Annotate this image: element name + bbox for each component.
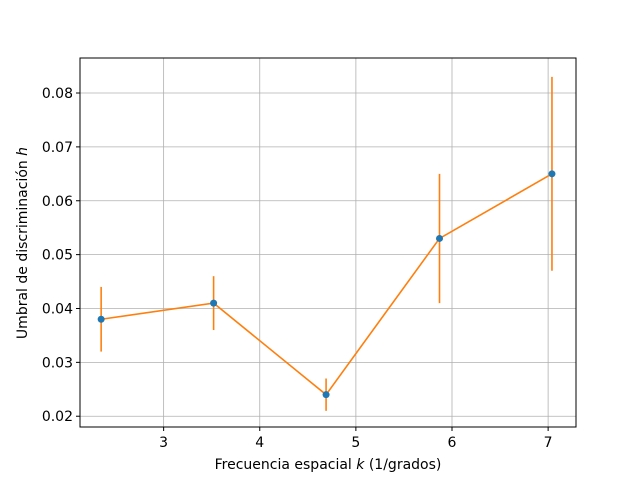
error-bars: [100, 76, 553, 411]
grid: [80, 58, 576, 427]
y-tick-label: 0.06: [42, 194, 73, 210]
y-tick-label: 0.08: [42, 86, 73, 102]
series-line: [101, 173, 553, 396]
series-lines: [101, 173, 553, 396]
data-point: [97, 315, 105, 323]
data-point: [322, 391, 330, 399]
data-points: [97, 170, 556, 399]
x-tick-label: 7: [544, 435, 553, 451]
y-axis-label: Umbral de discriminación h: [15, 147, 31, 339]
y-tick-label: 0.03: [42, 355, 73, 371]
y-axis-ticks: 0.02 0.03 0.04 0.05 0.06 0.07 0.08: [42, 86, 80, 425]
x-tick-label: 3: [159, 435, 168, 451]
plot-frame: [79, 57, 577, 428]
y-tick-label: 0.07: [42, 140, 73, 156]
y-tick-label: 0.05: [42, 248, 73, 264]
data-point: [210, 299, 218, 307]
x-tick-label: 6: [448, 435, 457, 451]
y-tick-label: 0.04: [42, 301, 73, 317]
x-tick-label: 4: [255, 435, 264, 451]
x-axis-label: Frecuencia espacial k (1/grados): [215, 457, 442, 473]
y-tick-label: 0.02: [42, 409, 73, 425]
data-point: [548, 170, 556, 178]
x-axis-ticks: 3 4 5 6 7: [159, 427, 553, 451]
data-point: [436, 234, 444, 242]
x-tick-label: 5: [351, 435, 360, 451]
